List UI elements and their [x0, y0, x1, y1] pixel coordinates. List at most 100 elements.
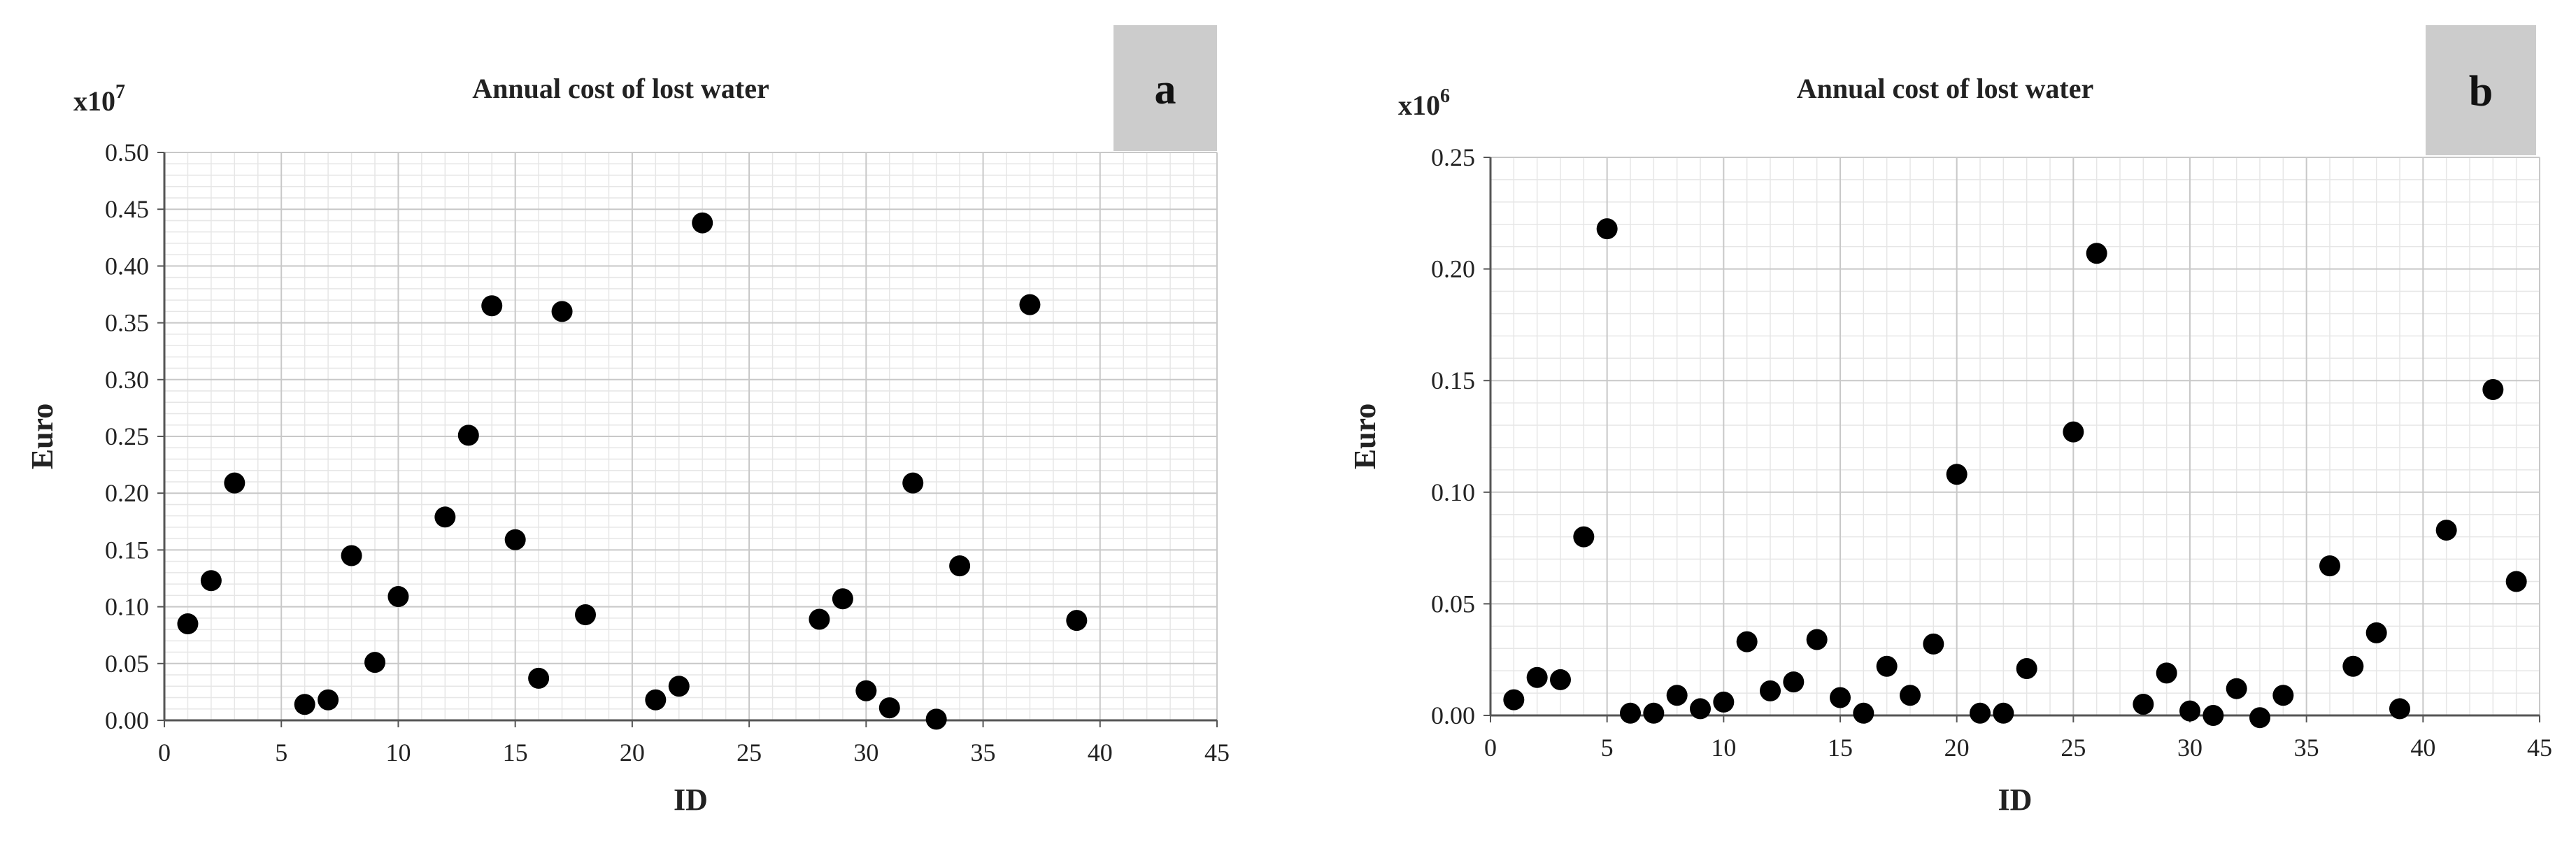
y-tick-label: 0.25	[1431, 143, 1475, 171]
x-tick-labels-a: 0 5 10 15 20 25 30 35 40 45	[158, 739, 1230, 766]
data-point	[1713, 691, 1735, 713]
data-point	[925, 708, 947, 730]
x-tick-label: 40	[1088, 739, 1113, 766]
data-point	[294, 694, 315, 715]
y-tick-label: 0.45	[105, 195, 149, 223]
x-axis-label-a: ID	[674, 783, 708, 817]
data-point	[200, 570, 222, 592]
x-tick-label: 25	[736, 739, 762, 766]
data-point	[2272, 685, 2294, 706]
data-points-a	[177, 212, 1088, 730]
data-point	[645, 689, 667, 711]
data-point	[551, 301, 573, 322]
data-point	[528, 667, 550, 689]
panel-label-box-a	[1113, 25, 1217, 151]
major-grid-b	[1490, 157, 2540, 716]
data-point	[2482, 378, 2504, 400]
data-point	[1806, 629, 1828, 650]
y-multiplier-exponent-b: 6	[1440, 85, 1450, 107]
data-point	[1853, 702, 1874, 724]
data-point	[832, 588, 853, 610]
data-point	[2505, 571, 2527, 592]
data-point	[2249, 707, 2270, 729]
data-point	[457, 424, 479, 446]
data-point	[2063, 421, 2084, 443]
y-axis-label-b: Euro	[1348, 404, 1382, 470]
x-tick-label: 5	[1601, 734, 1614, 762]
data-point	[2016, 657, 2037, 679]
data-point	[1573, 526, 1595, 548]
y-tick-label: 0.05	[105, 650, 149, 678]
data-point	[1900, 685, 1921, 706]
data-point	[1503, 689, 1525, 711]
data-point	[1643, 702, 1665, 724]
x-tick-labels-b: 0 5 10 15 20 25 30 35 40 45	[1484, 734, 2552, 762]
data-point	[177, 613, 199, 634]
x-tick-label: 20	[620, 739, 645, 766]
y-multiplier-base-b: x10	[1398, 90, 1440, 121]
data-point	[2203, 705, 2224, 726]
data-point	[1526, 666, 1548, 688]
data-point	[878, 697, 900, 719]
panel-label-b: b	[2469, 68, 2493, 115]
data-point	[1596, 218, 1618, 240]
chart-title-b: Annual cost of lost water	[1797, 73, 2093, 104]
x-tick-label: 30	[853, 739, 878, 766]
data-point	[1970, 702, 1991, 724]
data-points-b	[1503, 218, 2527, 729]
data-point	[1993, 702, 2014, 724]
data-point	[692, 212, 713, 234]
data-point	[1736, 631, 1758, 652]
data-point	[1019, 294, 1041, 315]
y-tick-label: 0.10	[105, 593, 149, 621]
y-tick-label: 0.50	[105, 138, 149, 166]
data-point	[1066, 610, 1088, 632]
data-point	[2342, 655, 2364, 677]
data-point	[1783, 671, 1805, 693]
x-tick-label: 35	[971, 739, 996, 766]
y-multiplier-exponent-a: 7	[115, 81, 125, 103]
x-tick-label: 10	[385, 739, 411, 766]
data-point	[1690, 698, 1711, 720]
data-point	[1666, 685, 1688, 706]
data-point	[902, 472, 924, 494]
data-point	[434, 506, 456, 528]
x-tick-label: 20	[1944, 734, 1970, 762]
y-tick-label: 0.00	[105, 706, 149, 734]
scatter-chart-a: 0 5 10 15 20 25 30 35 40 45 0.000.050.100.150.200…	[25, 25, 1230, 817]
y-tick-label: 0.15	[1431, 366, 1475, 394]
x-tick-label: 15	[503, 739, 528, 766]
data-point	[1946, 464, 1967, 485]
x-tick-label: 45	[2527, 734, 2552, 762]
x-tick-label: 40	[2410, 734, 2435, 762]
x-tick-label: 10	[1711, 734, 1736, 762]
y-multiplier-base-a: x10	[73, 85, 115, 117]
chart-panel-b: 0 5 10 15 20 25 30 35 40 45 0.00 0.05 0.10 0.15 0.20 0…	[1288, 0, 2576, 849]
y-tick-label: 0.05	[1431, 590, 1475, 618]
y-tick-label: 0.15	[105, 536, 149, 564]
data-point	[575, 604, 596, 625]
y-multiplier-b: x106	[1398, 85, 1450, 121]
x-tick-label: 0	[158, 739, 171, 766]
panel-label-box-b	[2426, 25, 2536, 155]
data-point	[855, 680, 877, 701]
data-point	[387, 585, 409, 607]
x-tick-label: 30	[2177, 734, 2203, 762]
x-axis-label-b: ID	[1998, 783, 2033, 817]
data-point	[1923, 633, 1944, 655]
data-point	[2319, 555, 2340, 577]
data-point	[2435, 520, 2457, 541]
panel-label-a: a	[1155, 66, 1176, 113]
y-tick-label: 0.10	[1431, 478, 1475, 506]
data-point	[2389, 698, 2410, 720]
data-point	[224, 472, 245, 494]
y-multiplier-a: x107	[73, 81, 125, 117]
axes-a	[157, 152, 1218, 727]
chart-panel-a: 0 5 10 15 20 25 30 35 40 45 0.00 0.05 0.10 0.15 0.20 0…	[25, 25, 1230, 817]
major-grid-a	[164, 152, 1218, 721]
data-point	[1620, 702, 1641, 724]
y-tick-label: 0.40	[105, 252, 149, 280]
data-point	[1550, 669, 1571, 690]
data-point	[341, 545, 362, 566]
scatter-chart-b: 0 5 10 15 20 25 30 35 40 45 0.000.050.100.150.200…	[1348, 25, 2552, 817]
